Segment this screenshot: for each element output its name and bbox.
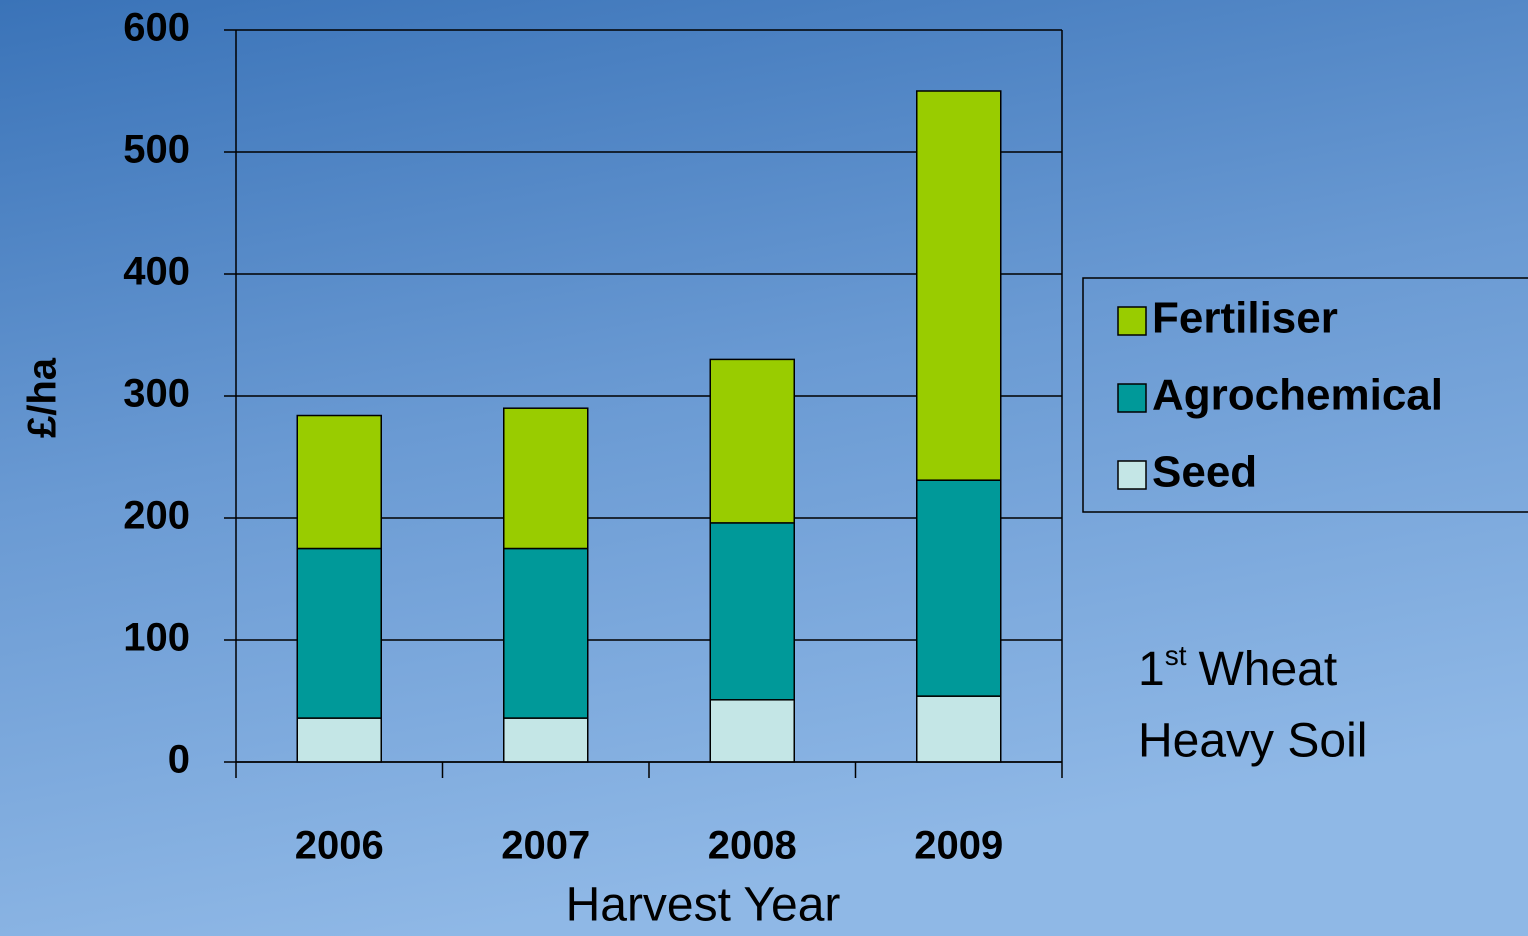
- y-axis-label: £/ha: [21, 357, 65, 438]
- annotation-line2: Heavy Soil: [1138, 715, 1367, 768]
- y-tick-label: 300: [123, 372, 190, 416]
- y-tick-label: 0: [168, 738, 190, 782]
- bar-segment: [709, 358, 795, 524]
- bar-segment: [503, 407, 589, 550]
- bar-segment: [296, 717, 382, 763]
- legend-label: Fertiliser: [1152, 294, 1338, 343]
- annotation: 1st Wheat: [1138, 640, 1337, 695]
- bar-segment: [916, 90, 1002, 481]
- legend-swatch: [1117, 460, 1147, 490]
- y-tick-label: 600: [123, 6, 190, 50]
- legend-label: Seed: [1152, 448, 1257, 497]
- annotation-number: 1: [1138, 643, 1165, 696]
- y-tick-label: 100: [123, 616, 190, 660]
- bar-segment: [296, 414, 382, 550]
- y-tick-label: 400: [123, 250, 190, 294]
- bar-segment: [503, 717, 589, 763]
- bar-segment: [709, 522, 795, 701]
- bar-segment: [503, 547, 589, 719]
- annotation-rest: Wheat: [1198, 643, 1337, 696]
- legend-label: Agrochemical: [1152, 371, 1443, 420]
- x-tick-label: 2007: [501, 824, 590, 868]
- bar-segment: [916, 479, 1002, 697]
- legend-swatch: [1117, 383, 1147, 413]
- bar-segment: [709, 699, 795, 763]
- y-tick-label: 200: [123, 494, 190, 538]
- x-axis-label: Harvest Year: [566, 879, 841, 932]
- x-tick-label: 2008: [708, 824, 797, 868]
- legend-box: [1082, 277, 1528, 513]
- x-tick-label: 2009: [914, 824, 1003, 868]
- annotation-suffix: st: [1165, 640, 1187, 671]
- x-tick-label: 2006: [295, 824, 384, 868]
- y-tick-label: 500: [123, 128, 190, 172]
- legend-swatch: [1117, 306, 1147, 336]
- bar-segment: [296, 547, 382, 719]
- bar-segment: [916, 695, 1002, 763]
